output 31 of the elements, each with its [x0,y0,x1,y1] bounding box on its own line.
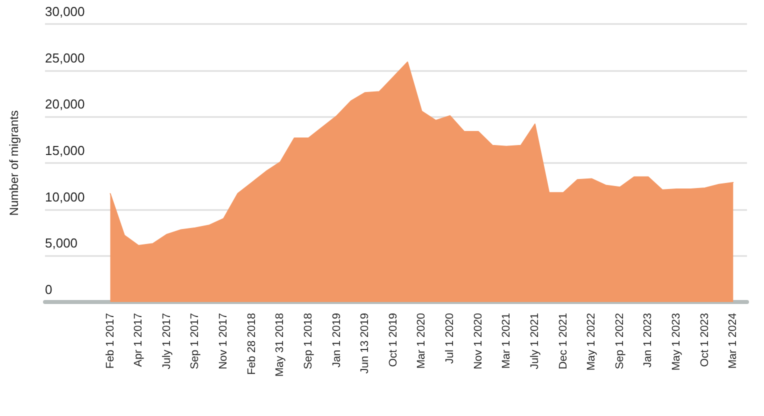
x-tick-label: May 1 2022 [586,313,598,370]
y-tick-label: 0 [45,282,52,297]
x-tick-label: Jan 1 2019 [330,313,343,368]
x-tick-label: May 31 2018 [274,313,286,377]
x-tick-label: Oct 1 2019 [387,313,400,367]
x-tick-label: July 1 2017 [160,313,173,370]
y-tick-label: 15,000 [45,143,85,158]
x-tick-label: Nov 1 2017 [218,313,230,370]
x-tick-label: Mar 1 2020 [416,313,428,369]
x-tick-label: Dec 1 2021 [557,313,570,370]
x-tick-label: Jul 1 2020 [444,313,456,364]
x-tick-label: Nov 1 2020 [472,313,484,370]
x-tick-label: Mar 1 2024 [727,313,740,369]
x-tick-label: Feb 28 2018 [246,313,258,375]
x-tick-label: Oct 1 2023 [698,313,711,367]
x-tick-label: Jan 1 2023 [642,313,654,368]
x-tick-label: May 1 2023 [670,313,683,370]
y-tick-label: 20,000 [45,96,85,112]
x-tick-label: Sep 1 2018 [302,313,314,370]
x-tick-label: Sep 1 2017 [189,313,202,370]
x-tick-label: Feb 1 2017 [104,313,116,369]
y-axis-title: Number of migrants [7,110,21,216]
y-tick-label: 5,000 [45,236,78,251]
y-tick-label: 25,000 [45,50,85,66]
x-tick-label: Sep 1 2022 [614,313,626,370]
x-tick-label: July 1 2021 [528,313,541,370]
x-tick-label: Jun 13 2019 [359,313,372,374]
x-tick-label: Mar 1 2021 [500,313,513,369]
y-tick-label: 10,000 [45,189,85,204]
y-tick-label: 30,000 [45,4,85,19]
x-tick-label: Apr 1 2017 [132,313,145,367]
